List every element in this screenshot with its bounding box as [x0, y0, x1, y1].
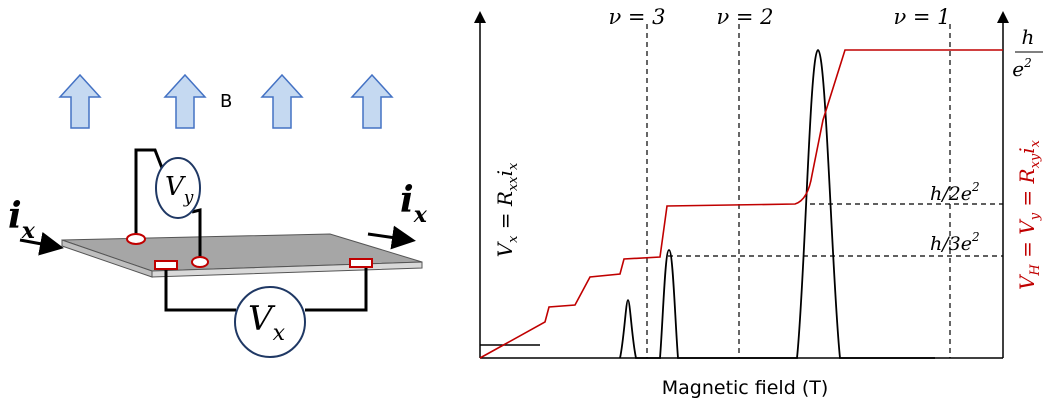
text-part: y — [183, 188, 194, 208]
field-arrows — [58, 73, 394, 129]
text-part: R — [1015, 168, 1039, 184]
text-part: R — [493, 191, 517, 207]
text-part: i — [1015, 147, 1039, 153]
text-part: i — [493, 170, 517, 176]
text-part: y — [1028, 212, 1043, 221]
text-part: V — [1015, 218, 1039, 235]
svg-text:e2: e2 — [1012, 56, 1031, 81]
text-part: 2 — [1023, 56, 1032, 70]
text-part: xy — [1028, 153, 1043, 168]
longitudinal-curve — [619, 49, 935, 359]
text-part: x — [273, 321, 286, 346]
right-axis-label: VH = Vy = Rxyix — [1015, 139, 1043, 290]
contact — [126, 233, 146, 245]
contact — [154, 260, 178, 270]
text-part: i — [8, 195, 22, 237]
text-part: h/2e — [930, 183, 972, 205]
text-part: V — [493, 240, 517, 257]
text-part: V — [248, 299, 276, 339]
text-part: x — [506, 162, 521, 170]
text-part: H — [1028, 264, 1043, 277]
guides — [646, 24, 1003, 358]
contact — [349, 258, 373, 268]
text-part: h/3e — [930, 233, 972, 255]
plateau-label: h/3e2 — [930, 230, 980, 255]
text-part: e — [1012, 57, 1024, 81]
x-axis-label: Magnetic field (T) — [662, 377, 829, 399]
filling-label: ν = 1 — [893, 5, 950, 29]
text-part: = — [493, 206, 517, 235]
contact — [191, 256, 209, 268]
text-part: = — [1015, 235, 1039, 264]
text-part: = — [1015, 183, 1039, 212]
left-axis-label: Vx = Rxxix — [493, 162, 521, 257]
plateau-label: h/2e2 — [930, 180, 980, 205]
text-part: x — [413, 202, 428, 228]
text-part: x — [21, 218, 36, 244]
current-label: ix — [400, 179, 428, 228]
long-meter — [234, 286, 306, 358]
wires — [19, 148, 416, 312]
text-part: 2 — [971, 180, 980, 194]
plateau-top-label: h e2 — [1012, 25, 1043, 81]
text-part: V — [165, 172, 186, 202]
text-part: h — [1022, 25, 1035, 49]
text-part: xx — [506, 176, 521, 191]
text-part: x — [1028, 139, 1043, 147]
hall-meter-label: Vy — [165, 172, 194, 208]
text-part: x — [506, 235, 521, 243]
text-part: V — [1015, 273, 1039, 290]
hall-curve — [479, 49, 1003, 359]
text-part: i — [400, 179, 414, 221]
filling-label: ν = 3 — [608, 5, 665, 29]
field-label: B — [220, 91, 232, 112]
sample — [61, 233, 423, 278]
filling-label: ν = 2 — [716, 5, 773, 29]
current-label: ix — [8, 195, 36, 244]
text-part: 2 — [971, 230, 980, 244]
long-meter-label: Vx — [248, 299, 286, 346]
hall-meter — [155, 157, 201, 219]
